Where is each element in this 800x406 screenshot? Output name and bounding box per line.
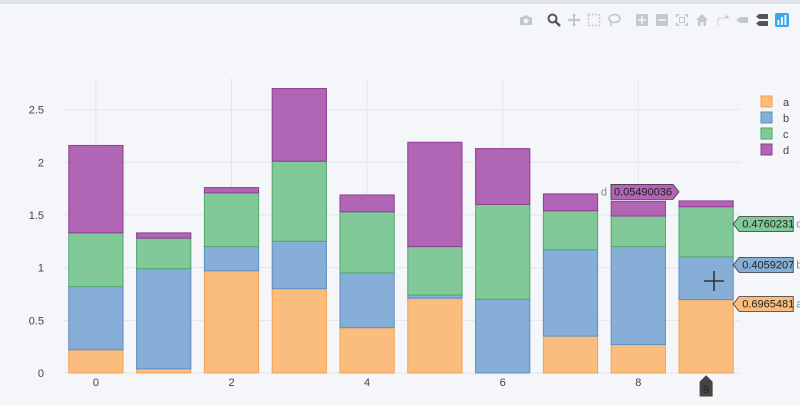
- hover-value: 0.6965481: [742, 299, 794, 311]
- x-tick-label: 0: [93, 377, 99, 389]
- modebar: [516, 12, 792, 28]
- hover-x-value: 9: [703, 384, 709, 396]
- bar-a-5[interactable]: [407, 297, 463, 374]
- hover-value: 0.05490036: [614, 186, 672, 198]
- hover-label-d: 0.05490036 d: [601, 184, 680, 200]
- bar-c-0[interactable]: [68, 232, 124, 288]
- crosshair-cursor: [704, 271, 724, 291]
- hover-series-name: c: [796, 219, 800, 231]
- zoom-in-icon[interactable]: [632, 12, 652, 28]
- bar-c-8[interactable]: [610, 215, 666, 248]
- bar-d-7[interactable]: [542, 193, 599, 212]
- bars: [68, 88, 734, 374]
- bar-c-2[interactable]: [203, 192, 260, 248]
- x-tick-label: 2: [228, 377, 234, 389]
- home-icon[interactable]: [692, 12, 712, 28]
- legend-swatch: [760, 127, 773, 140]
- legend-label: b: [783, 113, 789, 125]
- spike-lines-icon[interactable]: [712, 12, 732, 28]
- hover-value: 0.4760231: [742, 219, 794, 231]
- y-tick-label: 2.5: [29, 105, 44, 117]
- bar-b-2[interactable]: [203, 246, 260, 272]
- legend-item-a[interactable]: a: [760, 95, 790, 109]
- bar-b-7[interactable]: [542, 249, 599, 337]
- lasso-icon[interactable]: [604, 12, 624, 28]
- legend-item-b[interactable]: b: [760, 111, 789, 125]
- hover-label-c: 0.4760231 c: [732, 216, 800, 232]
- hover-compare-icon[interactable]: [752, 12, 772, 28]
- bar-b-9[interactable]: [678, 256, 734, 301]
- bar-a-4[interactable]: [339, 327, 395, 374]
- bar-d-5[interactable]: [407, 141, 463, 248]
- bar-b-3[interactable]: [271, 240, 327, 290]
- x-tick-label: 8: [635, 377, 641, 389]
- x-tick-label: 6: [500, 377, 506, 389]
- top-border: [0, 0, 800, 4]
- bar-c-7[interactable]: [542, 210, 599, 251]
- y-tick-label: 1.5: [29, 210, 44, 222]
- hover-x-label: 9: [699, 375, 713, 397]
- y-tick-label: 0.5: [29, 315, 44, 327]
- hover-series-name: a: [796, 299, 800, 311]
- bar-d-6[interactable]: [475, 148, 531, 205]
- y-axis: 0 0.5 1 1.5 2 2.5: [29, 105, 44, 380]
- legend-item-c[interactable]: c: [760, 127, 789, 141]
- bar-a-1[interactable]: [136, 368, 192, 374]
- bar-b-8[interactable]: [610, 246, 666, 346]
- bar-c-9[interactable]: [678, 206, 734, 258]
- zoom-icon[interactable]: [544, 12, 564, 28]
- bar-b-0[interactable]: [68, 286, 124, 351]
- legend-label: d: [783, 145, 789, 157]
- bar-d-0[interactable]: [68, 144, 124, 234]
- bar-c-3[interactable]: [271, 160, 327, 242]
- pan-icon[interactable]: [564, 12, 584, 28]
- hover-series-name: b: [796, 260, 800, 272]
- bar-a-8[interactable]: [610, 344, 666, 374]
- bar-b-1[interactable]: [136, 268, 192, 370]
- bar-d-9[interactable]: [678, 200, 734, 208]
- hover-labels: 0.05490036 d 0.4760231 c 0.4059207 b 0.6965481…: [601, 184, 800, 397]
- bar-b-6[interactable]: [475, 298, 531, 374]
- hover-label-b: 0.4059207 b: [732, 257, 800, 273]
- hover-closest-icon[interactable]: [732, 12, 752, 28]
- bar-d-1[interactable]: [136, 232, 192, 239]
- zoom-out-icon[interactable]: [652, 12, 672, 28]
- hover-series-name: d: [601, 186, 607, 198]
- bar-d-4[interactable]: [339, 194, 395, 213]
- bar-c-1[interactable]: [136, 237, 192, 270]
- bar-d-8[interactable]: [610, 200, 666, 217]
- plotly-logo-icon[interactable]: [772, 12, 792, 28]
- bar-d-2[interactable]: [203, 187, 260, 194]
- legend-swatch: [760, 111, 773, 124]
- bar-c-4[interactable]: [339, 211, 395, 274]
- camera-icon[interactable]: [516, 12, 536, 28]
- x-axis: 0 2 4 6 8: [93, 377, 642, 389]
- bar-a-9[interactable]: [678, 299, 734, 374]
- hover-value: 0.4059207: [742, 260, 794, 272]
- hover-label-a: 0.6965481 a: [732, 296, 800, 312]
- legend-label: c: [783, 129, 789, 141]
- x-tick-label: 4: [364, 377, 370, 389]
- legend-swatch: [760, 95, 773, 108]
- bar-a-3[interactable]: [271, 288, 327, 374]
- legend-swatch: [760, 143, 773, 156]
- bar-a-7[interactable]: [542, 335, 599, 374]
- bar-a-2[interactable]: [203, 270, 260, 374]
- bar-c-6[interactable]: [475, 203, 531, 300]
- y-tick-label: 1: [38, 263, 44, 275]
- bar-d-3[interactable]: [271, 88, 327, 162]
- autoscale-icon[interactable]: [672, 12, 692, 28]
- bar-c-5[interactable]: [407, 246, 463, 296]
- bar-a-0[interactable]: [68, 349, 124, 374]
- y-tick-label: 2: [38, 157, 44, 169]
- legend-item-d[interactable]: d: [760, 143, 789, 157]
- legend-label: a: [783, 97, 790, 109]
- y-tick-label: 0: [38, 368, 44, 380]
- bar-b-4[interactable]: [339, 272, 395, 329]
- box-select-icon[interactable]: [584, 12, 604, 28]
